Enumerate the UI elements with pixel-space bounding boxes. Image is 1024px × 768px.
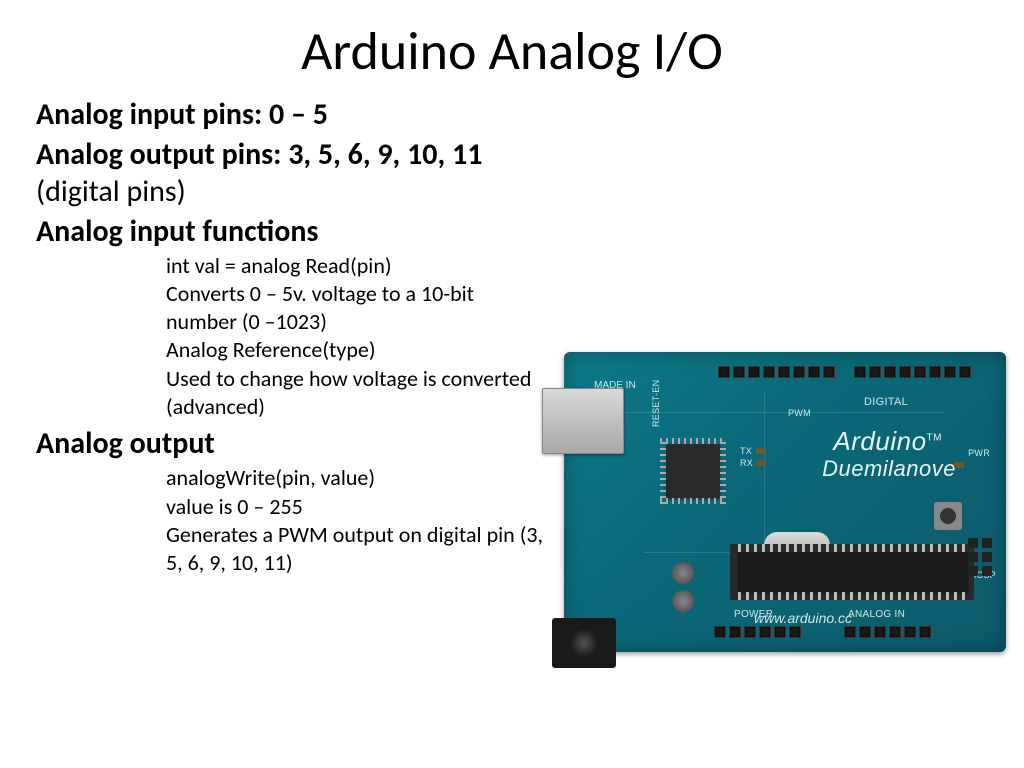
pwm-label: PWM — [788, 408, 811, 418]
icsp-header — [968, 538, 992, 576]
output-pins-heading: Analog output pins: 3, 5, 6, 9, 10, 11 — [36, 136, 988, 174]
detail-line: Converts 0 – 5v. voltage to a 10-bit — [166, 280, 988, 308]
usb-port — [542, 388, 624, 454]
atmega-chip — [738, 552, 968, 592]
board-url-label: www.arduino.cc — [754, 610, 852, 626]
capacitor — [672, 562, 694, 584]
reset-en-label: RESET-EN — [651, 380, 661, 427]
input-pins-heading: Analog input pins: 0 – 5 — [36, 96, 988, 134]
analog-header — [844, 626, 931, 638]
board-model-label: Duemilanove — [822, 456, 956, 482]
tx-led — [756, 448, 766, 454]
arduino-board-image: MADE IN ITALY DIGITAL PWM POWER ANALOG I… — [542, 330, 1018, 672]
digital-header-right — [854, 366, 971, 378]
capacitor — [672, 590, 694, 612]
reset-button — [934, 502, 962, 530]
rx-label: RX — [740, 458, 753, 468]
pwr-led — [954, 462, 964, 468]
rx-led — [756, 460, 766, 466]
pwr-label: PWR — [968, 448, 990, 458]
board-name-label: ArduinoTM — [833, 426, 942, 457]
input-functions-heading: Analog input functions — [36, 213, 988, 251]
analog-in-label: ANALOG IN — [848, 609, 905, 620]
pcb: MADE IN ITALY DIGITAL PWM POWER ANALOG I… — [564, 352, 1006, 652]
power-jack — [552, 618, 616, 668]
output-pins-note: (digital pins) — [36, 173, 988, 211]
slide-title: Arduino Analog I/O — [0, 0, 1024, 94]
ftdi-chip — [666, 444, 720, 498]
tx-label: TX — [740, 446, 752, 456]
digital-header-left — [718, 366, 835, 378]
detail-line: int val = analog Read(pin) — [166, 252, 988, 280]
power-header — [714, 626, 801, 638]
digital-label: DIGITAL — [864, 396, 908, 408]
